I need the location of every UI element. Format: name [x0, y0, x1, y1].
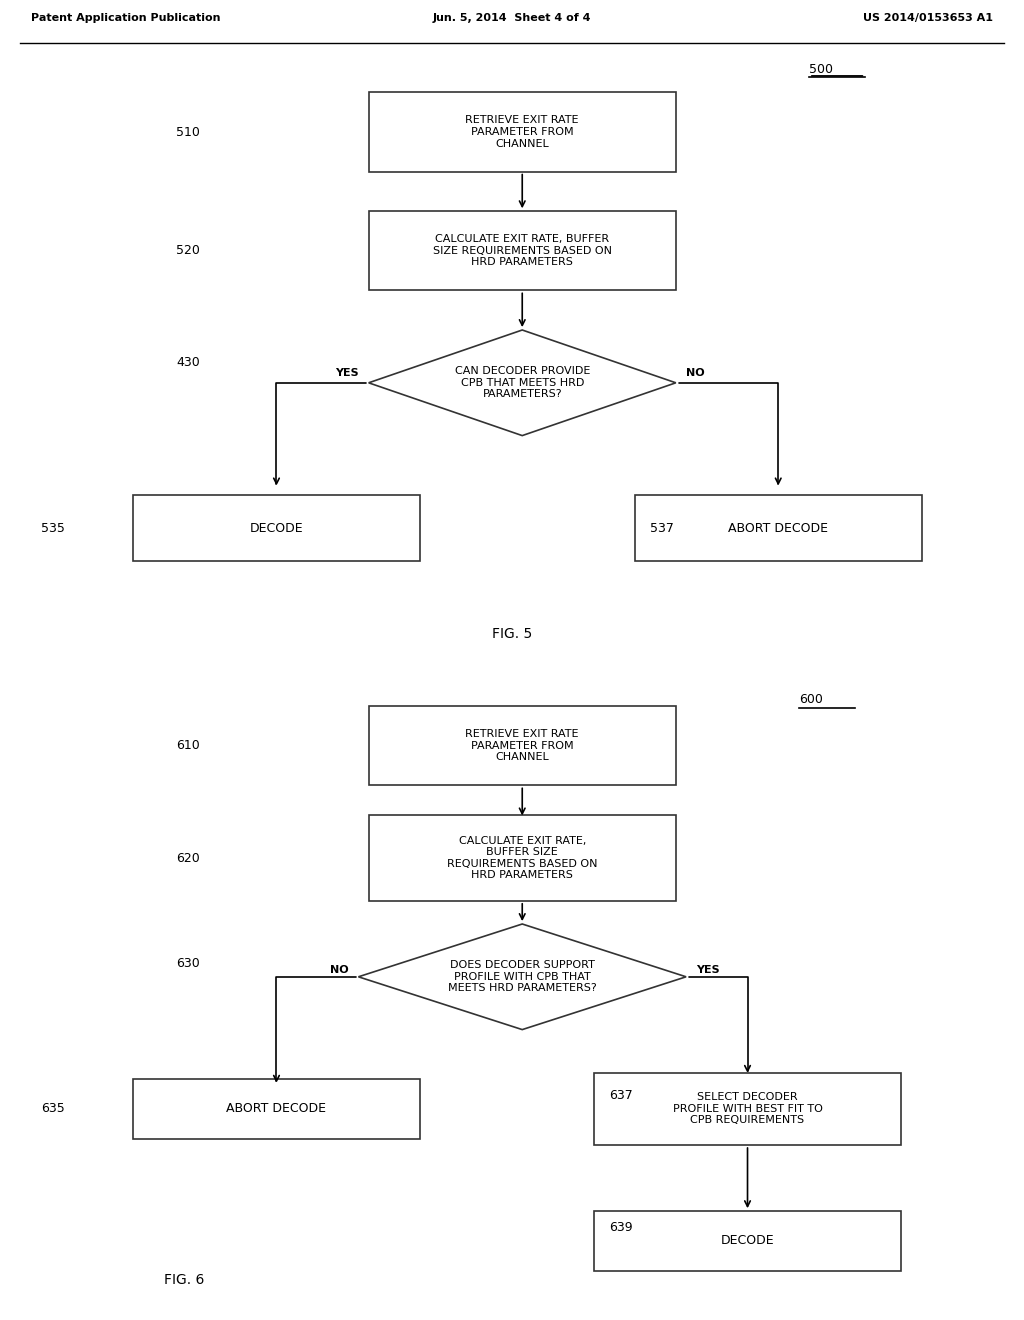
Text: 535: 535 [41, 521, 65, 535]
Text: CAN DECODER PROVIDE
CPB THAT MEETS HRD
PARAMETERS?: CAN DECODER PROVIDE CPB THAT MEETS HRD P… [455, 366, 590, 400]
Text: SELECT DECODER
PROFILE WITH BEST FIT TO
CPB REQUIREMENTS: SELECT DECODER PROFILE WITH BEST FIT TO … [673, 1092, 822, 1126]
Text: ABORT DECODE: ABORT DECODE [226, 1102, 327, 1115]
Text: YES: YES [335, 368, 358, 378]
Text: 635: 635 [41, 1102, 65, 1115]
FancyBboxPatch shape [594, 1212, 901, 1270]
FancyBboxPatch shape [594, 1072, 901, 1144]
Text: YES: YES [696, 965, 720, 975]
Text: ABORT DECODE: ABORT DECODE [728, 521, 828, 535]
Text: 639: 639 [609, 1221, 633, 1234]
FancyBboxPatch shape [369, 211, 676, 290]
Text: CALCULATE EXIT RATE,
BUFFER SIZE
REQUIREMENTS BASED ON
HRD PARAMETERS: CALCULATE EXIT RATE, BUFFER SIZE REQUIRE… [447, 836, 597, 880]
Text: FIG. 6: FIG. 6 [164, 1274, 205, 1287]
FancyBboxPatch shape [369, 706, 676, 785]
Text: DECODE: DECODE [250, 521, 303, 535]
Text: 520: 520 [176, 244, 200, 257]
Text: 610: 610 [176, 739, 200, 752]
Text: DECODE: DECODE [721, 1234, 774, 1247]
FancyBboxPatch shape [133, 495, 420, 561]
Text: 637: 637 [609, 1089, 633, 1102]
Polygon shape [358, 924, 686, 1030]
Text: NO: NO [686, 368, 705, 378]
Text: FIG. 5: FIG. 5 [492, 627, 532, 640]
Text: 430: 430 [176, 356, 200, 370]
Text: 600: 600 [799, 693, 822, 706]
Text: 500: 500 [809, 63, 833, 75]
Text: Jun. 5, 2014  Sheet 4 of 4: Jun. 5, 2014 Sheet 4 of 4 [433, 13, 591, 24]
Text: US 2014/0153653 A1: US 2014/0153653 A1 [863, 13, 993, 24]
Polygon shape [369, 330, 676, 436]
Text: CALCULATE EXIT RATE, BUFFER
SIZE REQUIREMENTS BASED ON
HRD PARAMETERS: CALCULATE EXIT RATE, BUFFER SIZE REQUIRE… [433, 234, 611, 268]
FancyBboxPatch shape [133, 1080, 420, 1138]
Text: RETRIEVE EXIT RATE
PARAMETER FROM
CHANNEL: RETRIEVE EXIT RATE PARAMETER FROM CHANNE… [466, 115, 579, 149]
FancyBboxPatch shape [369, 92, 676, 172]
FancyBboxPatch shape [635, 495, 922, 561]
Text: NO: NO [330, 965, 348, 975]
Text: 537: 537 [650, 521, 674, 535]
Text: DOES DECODER SUPPORT
PROFILE WITH CPB THAT
MEETS HRD PARAMETERS?: DOES DECODER SUPPORT PROFILE WITH CPB TH… [447, 960, 597, 994]
Text: 620: 620 [176, 851, 200, 865]
FancyBboxPatch shape [369, 814, 676, 900]
Text: Patent Application Publication: Patent Application Publication [31, 13, 220, 24]
Text: RETRIEVE EXIT RATE
PARAMETER FROM
CHANNEL: RETRIEVE EXIT RATE PARAMETER FROM CHANNE… [466, 729, 579, 763]
Text: 630: 630 [176, 957, 200, 970]
Text: 510: 510 [176, 125, 200, 139]
